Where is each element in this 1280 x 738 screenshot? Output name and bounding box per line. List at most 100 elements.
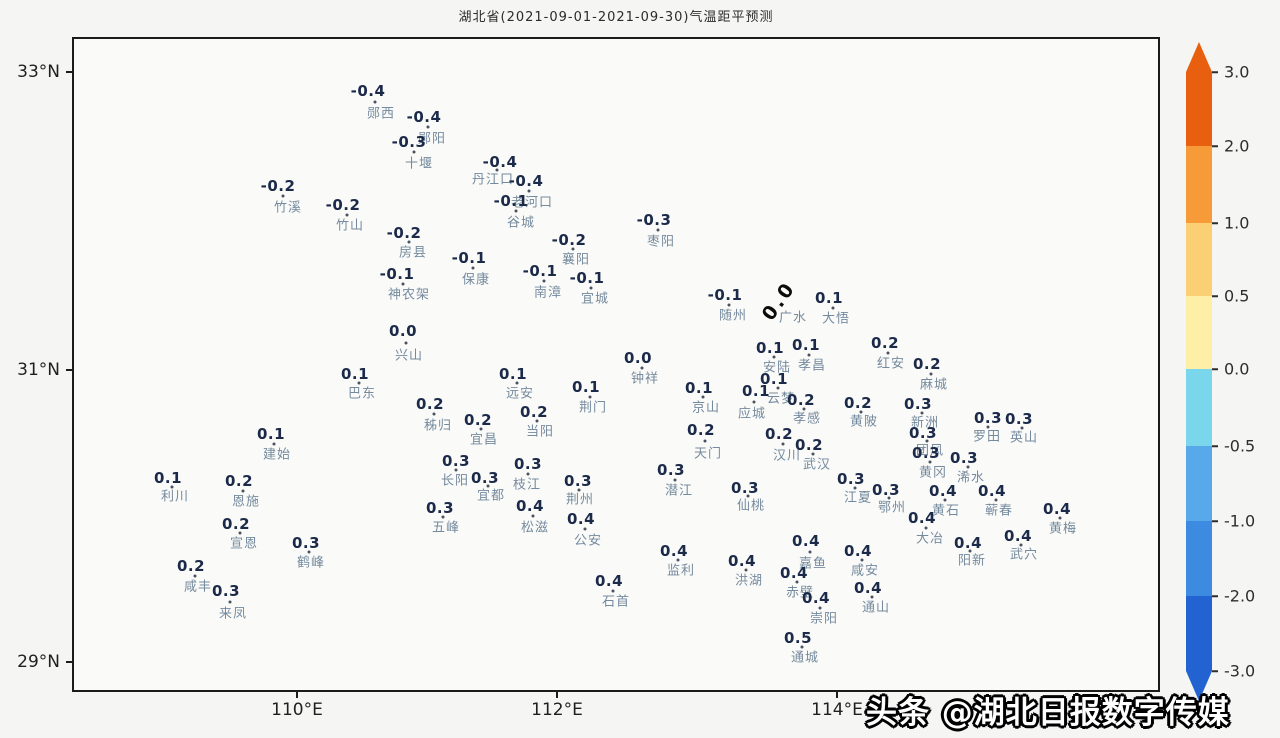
station-value: 0.3	[908, 424, 938, 442]
station-name: 蕲春	[984, 503, 1014, 519]
colorbar-under-arrow	[1186, 671, 1212, 701]
station-value: -0.4	[406, 108, 442, 126]
station-name: 公安	[573, 533, 603, 549]
station-name: 恩施	[231, 494, 261, 510]
station-name: 浠水	[956, 470, 986, 486]
station-value: 0.3	[291, 534, 321, 552]
station-dot	[228, 600, 231, 603]
station-dot	[886, 351, 890, 354]
station-value: 0.1	[741, 382, 771, 400]
station-dot	[831, 306, 834, 309]
colorbar-tick-label: -1.0	[1224, 511, 1256, 531]
station-dot	[746, 494, 750, 498]
station-name: 荆门	[578, 400, 608, 416]
station-dot	[535, 419, 539, 423]
station-name: 襄阳	[561, 252, 591, 268]
station-value: 0.3	[903, 395, 933, 413]
station-name: 鹤峰	[296, 555, 326, 571]
station-dot	[527, 189, 531, 193]
station-name: 安陆	[762, 360, 792, 376]
colorbar-tick-mark	[1212, 295, 1218, 297]
station-name: 当阳	[525, 424, 555, 440]
colorbar-segment	[1186, 521, 1212, 596]
station-dot	[515, 381, 518, 385]
station-value: 0.1	[153, 469, 183, 487]
station-value: 0.2	[764, 425, 794, 443]
station-name: 通山	[861, 600, 891, 616]
station-name: 保康	[461, 272, 491, 288]
station-value: 0.2	[415, 395, 445, 413]
station-value: -0.2	[551, 231, 587, 249]
station-name: 神农架	[387, 287, 431, 303]
station-value: 0.3	[425, 499, 455, 517]
station-value: -0.1	[569, 269, 605, 287]
station-value: 0.3	[730, 479, 760, 497]
station-name: 郧阳	[417, 131, 447, 147]
station-name: 云梦	[766, 391, 796, 407]
station-dot	[441, 515, 445, 519]
station-value: 0.3	[656, 461, 686, 479]
station-name: 黄石	[931, 503, 961, 519]
station-dot	[925, 439, 928, 443]
station-name: 兴山	[394, 348, 424, 364]
station-value: 0.3	[211, 582, 241, 600]
colorbar-segment	[1186, 146, 1212, 223]
station-dot	[802, 407, 806, 410]
station-dot	[1019, 543, 1023, 546]
station-dot	[542, 279, 546, 283]
station-dot	[526, 472, 529, 475]
colorbar-tick-label: 0.0	[1224, 359, 1250, 379]
colorbar-segment	[1186, 446, 1212, 521]
station-name: 远安	[505, 386, 535, 402]
station-value: 0.4	[977, 482, 1007, 500]
station-value: -0.2	[260, 177, 296, 195]
station-name: 孝感	[792, 411, 822, 427]
station-name: 十堰	[404, 156, 434, 172]
y-axis-tick-mark	[66, 661, 72, 663]
station-name: 红安	[876, 356, 906, 372]
colorbar-tick-label: -0.5	[1224, 436, 1256, 456]
station-dot	[272, 442, 276, 445]
station-name: 京山	[691, 400, 721, 416]
station-dot	[426, 125, 430, 129]
station-dot	[571, 247, 574, 251]
station-dot	[966, 465, 969, 469]
station-name: 枝江	[512, 477, 542, 493]
station-value: 0.4	[791, 532, 821, 550]
station-dot	[241, 489, 244, 492]
station-name: 枣阳	[646, 234, 676, 250]
station-name: 郧西	[366, 106, 396, 122]
station-name: 黄梅	[1048, 521, 1078, 537]
station-value: 0.2	[912, 355, 942, 373]
station-name: 巴东	[347, 386, 377, 402]
station-dot	[588, 395, 591, 398]
x-axis-tick-label: 114°E	[811, 700, 863, 720]
station-value: 0.3	[871, 481, 901, 499]
station-dot	[673, 478, 677, 481]
station-name: 随州	[718, 308, 748, 324]
colorbar-tick-mark	[1212, 145, 1218, 147]
x-axis-tick-label: 110°E	[271, 700, 323, 720]
station-name: 武汉	[802, 457, 832, 473]
station-value: 0.4	[928, 482, 958, 500]
station-value: 0.1	[571, 378, 601, 396]
station-value: 0.1	[684, 379, 714, 397]
station-dot	[994, 498, 997, 502]
station-value: 0.3	[973, 409, 1003, 427]
station-dot	[1058, 516, 1062, 520]
station-name: 英山	[1009, 430, 1039, 446]
station-value: -0.3	[636, 211, 672, 229]
station-dot	[727, 303, 731, 306]
station-value: 0.3	[563, 472, 593, 490]
station-value: 0.1	[759, 370, 789, 388]
station-value: 0.3	[836, 470, 866, 488]
station-value: -0.4	[350, 82, 386, 100]
station-value: -0.2	[386, 224, 422, 242]
station-value: -0.3	[391, 133, 427, 151]
colorbar-tick-label: 0.5	[1224, 286, 1250, 306]
plot-frame	[72, 37, 1160, 692]
station-name: 长阳	[440, 473, 470, 489]
station-value: 0.1	[755, 339, 785, 357]
y-axis-tick-mark	[66, 71, 72, 73]
station-value: 0.4	[853, 579, 883, 597]
